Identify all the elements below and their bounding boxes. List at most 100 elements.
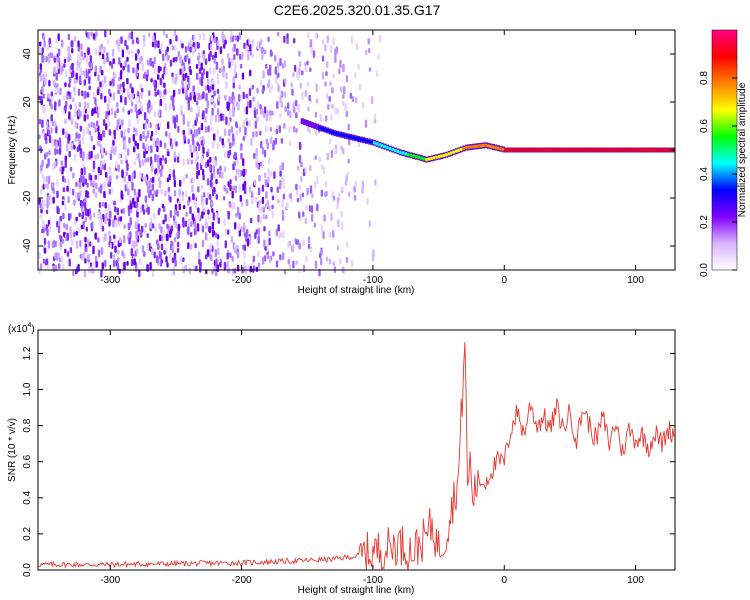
spectrogram-cell: [339, 86, 343, 93]
spectrogram-cell: [136, 248, 139, 255]
spectrogram-cell: [263, 106, 267, 114]
spectrogram-cell: [206, 100, 210, 109]
ridge-core: [354, 136, 358, 140]
spectrogram-cell: [79, 190, 82, 198]
ridge-core: [522, 148, 526, 152]
spectrogram-cell: [74, 102, 77, 111]
spectrogram-cell: [280, 137, 284, 144]
ridge-core: [331, 130, 334, 134]
spectrogram-cell: [66, 143, 69, 152]
spectrogram-cell: [103, 75, 107, 84]
spectrogram-cell: [56, 221, 59, 228]
spectrogram-cell: [123, 140, 126, 146]
spectrogram-cell: [182, 73, 185, 82]
spectrogram-cell: [271, 211, 274, 219]
x-tick-label: -200: [232, 275, 252, 286]
spectrogram-cell: [194, 215, 198, 220]
spectrogram-cell: [175, 73, 178, 82]
spectrogram-cell: [227, 181, 230, 187]
spectrogram-cell: [63, 58, 67, 64]
spectrogram-cell: [182, 129, 185, 135]
spectrogram-cell: [165, 247, 168, 256]
spectrogram-cell: [267, 157, 271, 165]
spectrogram-cell: [75, 72, 78, 80]
spectrogram-cell: [56, 56, 59, 63]
spectrogram-cell: [128, 32, 132, 39]
spectrogram-cell: [94, 154, 97, 160]
spectrogram-cell: [94, 48, 98, 56]
spectrogram-cell: [213, 37, 216, 43]
ridge-core: [598, 148, 602, 152]
spectrogram-cell: [229, 185, 232, 192]
spectrogram-cell: [81, 136, 85, 145]
spectrogram-cell: [228, 149, 232, 156]
spectrogram-cell: [187, 138, 190, 145]
ridge-core: [477, 144, 481, 148]
spectrogram-cell: [283, 91, 286, 99]
spectrogram-cell: [152, 176, 155, 184]
spectrogram-cell: [249, 217, 253, 224]
y-tick-label: -40: [22, 238, 33, 253]
spectrogram-cell: [248, 236, 252, 245]
snr-y-ticks: 0.00.20.40.60.81.01.2: [22, 346, 675, 577]
spectrogram-cell: [53, 57, 57, 63]
spectrogram-cell: [282, 214, 285, 222]
spectrogram-cell: [48, 80, 51, 87]
spectrogram-cell: [227, 105, 230, 112]
spectrogram-cell: [373, 118, 377, 124]
y-tick-label: 0.8: [22, 418, 33, 432]
spectrogram-x-ticks: -300 -200 -100 0 100: [100, 30, 644, 286]
ridge-core: [404, 152, 408, 156]
spectrogram-cell: [325, 92, 329, 100]
spectrogram-cell: [44, 55, 47, 63]
spectrogram-cell: [183, 204, 186, 210]
spectrogram-cell: [136, 96, 139, 104]
spectrogram-cell: [216, 168, 220, 175]
spectrogram-cell: [88, 68, 91, 74]
spectrogram-cell: [83, 270, 87, 278]
spectrogram-cell: [261, 256, 265, 265]
spectrogram-cell: [81, 211, 85, 218]
spectrogram-cell: [115, 125, 119, 131]
spectrogram-cell: [335, 46, 339, 54]
spectrogram-cell: [198, 33, 202, 41]
spectrogram-cell: [298, 141, 302, 151]
spectrogram-cell: [208, 214, 211, 220]
spectrogram-cell: [246, 53, 250, 61]
spectrogram-cell: [296, 165, 300, 171]
spectrogram-cell: [197, 207, 200, 213]
spectrogram-cell: [64, 105, 67, 112]
spectrogram-cell: [79, 240, 82, 248]
spectrogram-cell: [290, 82, 293, 88]
spectrogram-cell: [217, 79, 220, 85]
spectrogram-cell: [105, 150, 108, 156]
spectrogram-cell: [209, 85, 212, 93]
ridge-core: [375, 142, 379, 146]
spectrogram-cell: [255, 130, 258, 138]
spectrogram-cell: [168, 132, 171, 139]
spectrogram-cell: [242, 158, 245, 167]
spectrogram-cell: [58, 99, 61, 107]
spectrogram-cell: [108, 130, 112, 136]
spectrogram-cell: [44, 71, 47, 78]
spectrogram-cell: [57, 225, 61, 234]
spectrogram-cell: [202, 139, 206, 145]
spectrogram-cell: [263, 239, 266, 248]
spectrogram-cell: [143, 40, 146, 48]
spectrogram-cell: [279, 112, 282, 118]
spectrogram-cell: [124, 144, 128, 151]
ridge-core: [484, 143, 488, 147]
spectrogram-cell: [95, 182, 98, 190]
spectrogram-cell: [287, 109, 290, 116]
spectrogram-cell: [173, 215, 176, 222]
ridge-core: [414, 155, 418, 159]
ridge-core: [601, 148, 605, 152]
spectrogram-cell: [61, 39, 64, 48]
spectrogram-cell: [194, 42, 198, 51]
spectrogram-cell: [163, 89, 166, 95]
spectrogram-cell: [188, 267, 191, 275]
spectrogram-cell: [66, 185, 69, 192]
spectrogram-cell: [114, 110, 117, 119]
spectrogram-cell: [312, 50, 316, 59]
spectrogram-cell: [251, 39, 254, 47]
